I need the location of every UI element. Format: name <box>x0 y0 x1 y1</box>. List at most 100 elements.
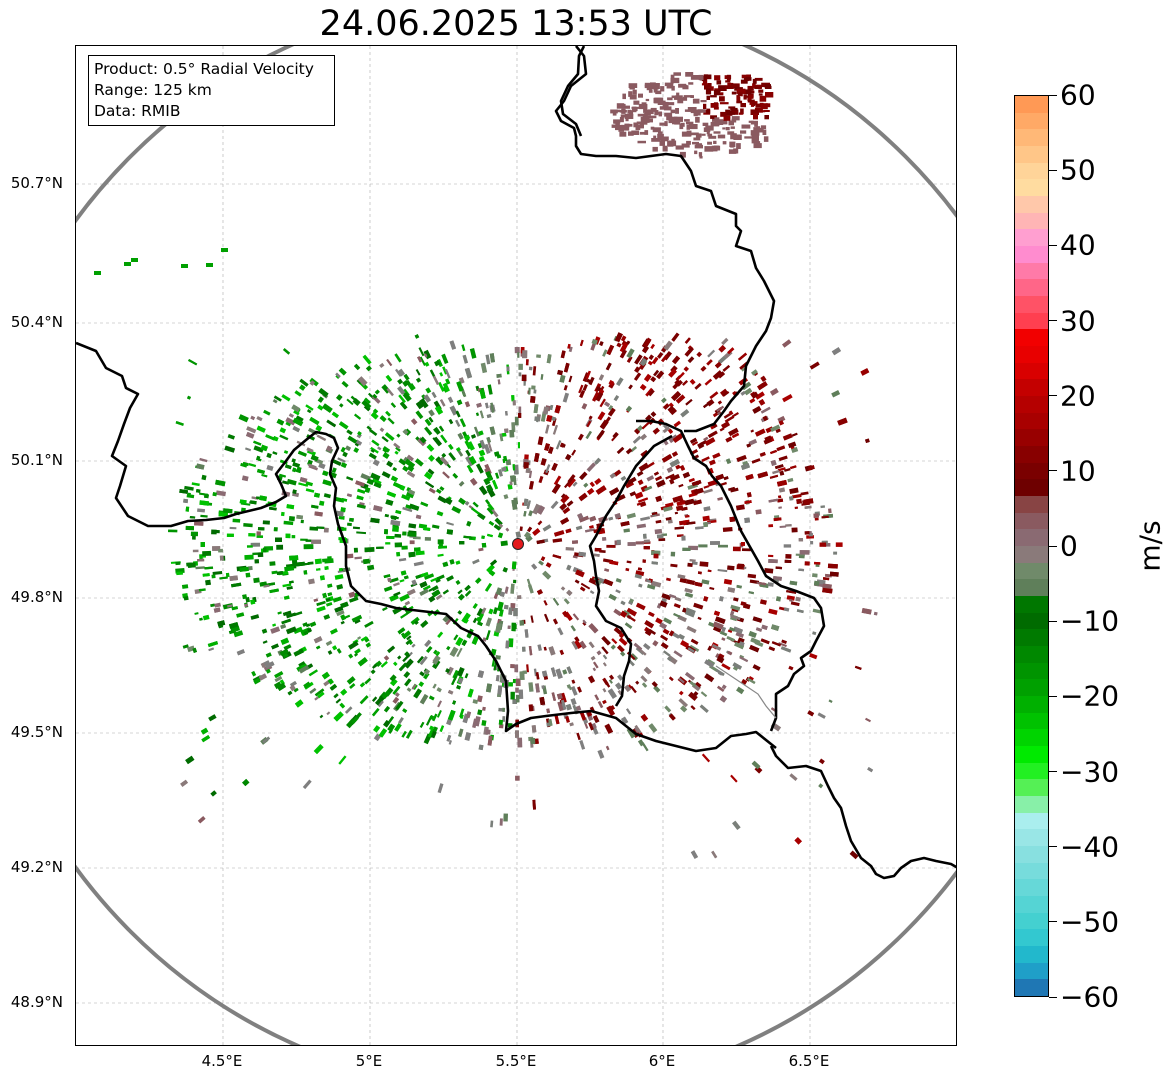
echo-gate <box>256 455 261 461</box>
echo-gate <box>608 379 615 386</box>
echo-gate <box>698 152 703 157</box>
echo-gate <box>293 687 299 693</box>
echo-gate <box>258 673 267 681</box>
echo-gate <box>865 717 871 723</box>
echo-gate <box>703 74 708 78</box>
echo-gate <box>411 683 417 690</box>
echo-gate <box>439 456 449 466</box>
echo-gate <box>457 610 463 615</box>
echo-gate <box>629 84 635 90</box>
echo-gate <box>502 716 506 722</box>
echo-gate <box>436 488 442 494</box>
echo-gate <box>710 121 720 127</box>
echo-gate <box>560 493 566 499</box>
echo-gate <box>714 616 726 625</box>
colorbar-band <box>1015 346 1048 366</box>
echo-gate <box>566 477 576 488</box>
echo-gate <box>353 363 361 371</box>
echo-gate <box>798 538 804 542</box>
echo-gate <box>747 99 755 103</box>
echo-gate <box>359 682 366 688</box>
echo-gate <box>618 126 624 132</box>
echo-gate <box>728 486 736 491</box>
echo-gate <box>384 432 395 441</box>
echo-gate <box>393 582 400 587</box>
echo-gate <box>285 417 296 426</box>
echo-gate <box>318 500 325 506</box>
colorbar-tick-label: 30 <box>1060 304 1096 337</box>
echo-gate <box>686 140 691 145</box>
echo-gate <box>730 604 741 611</box>
echo-gate <box>746 492 752 498</box>
echo-gate <box>512 679 516 684</box>
echo-gate <box>431 589 441 598</box>
echo-gate <box>380 660 388 668</box>
echo-gate <box>655 479 666 488</box>
echo-gate <box>409 540 415 545</box>
echo-gate <box>374 389 380 395</box>
echo-gate <box>263 409 271 416</box>
echo-gate <box>511 622 516 632</box>
echo-gate <box>500 540 508 547</box>
echo-gate <box>401 494 411 501</box>
echo-gate <box>679 151 686 158</box>
echo-gate <box>715 473 725 481</box>
echo-gate <box>538 560 544 566</box>
echo-gate <box>552 424 559 435</box>
echo-gate <box>424 573 434 580</box>
echo-gate <box>355 480 365 487</box>
echo-gate <box>447 689 454 695</box>
echo-gate <box>250 599 256 605</box>
echo-gate <box>394 533 402 538</box>
echo-gate <box>420 501 429 507</box>
echo-gate <box>616 103 625 109</box>
echo-gate <box>655 617 663 625</box>
echo-gate <box>225 572 230 578</box>
echo-gate <box>195 463 205 470</box>
echo-gate <box>789 487 799 495</box>
echo-gate <box>796 609 804 614</box>
echo-gate <box>574 636 580 643</box>
echo-gate <box>602 349 608 357</box>
echo-gate <box>475 412 480 417</box>
echo-gate <box>274 671 284 679</box>
echo-gate <box>664 112 673 117</box>
echo-gate <box>769 474 779 479</box>
echo-gate <box>541 670 548 677</box>
echo-gate <box>808 532 814 537</box>
echo-gate <box>212 492 217 497</box>
echo-gate <box>678 483 684 488</box>
echo-gate <box>214 602 221 608</box>
echo-gate <box>586 420 592 428</box>
echo-gate <box>762 129 767 135</box>
echo-gate <box>424 418 432 426</box>
echo-gate <box>523 380 526 386</box>
echo-gate <box>526 664 529 673</box>
echo-gate <box>609 487 620 496</box>
echo-gate <box>210 603 216 608</box>
echo-gate <box>255 496 260 500</box>
echo-gate <box>542 570 552 580</box>
echo-gate <box>452 700 457 705</box>
echo-gate <box>497 685 503 695</box>
echo-gate <box>725 127 730 131</box>
echo-gate <box>537 644 542 651</box>
echo-gate <box>313 598 319 603</box>
echo-gate <box>181 264 188 268</box>
echo-gate <box>645 387 654 397</box>
echo-gate <box>204 566 214 570</box>
echo-gate <box>724 415 735 423</box>
echo-gate <box>334 574 344 580</box>
echo-gate <box>495 655 501 660</box>
echo-gate <box>482 706 486 711</box>
echo-gate <box>721 421 731 430</box>
radar-map[interactable] <box>75 45 957 1046</box>
echo-gate <box>640 449 649 458</box>
echo-gate <box>648 354 654 360</box>
echo-gate <box>580 582 591 590</box>
echo-gate <box>342 451 348 458</box>
radar-site-marker[interactable] <box>512 538 524 550</box>
echo-gate <box>822 583 832 589</box>
echo-gate <box>362 558 370 565</box>
echo-gate <box>464 500 470 506</box>
